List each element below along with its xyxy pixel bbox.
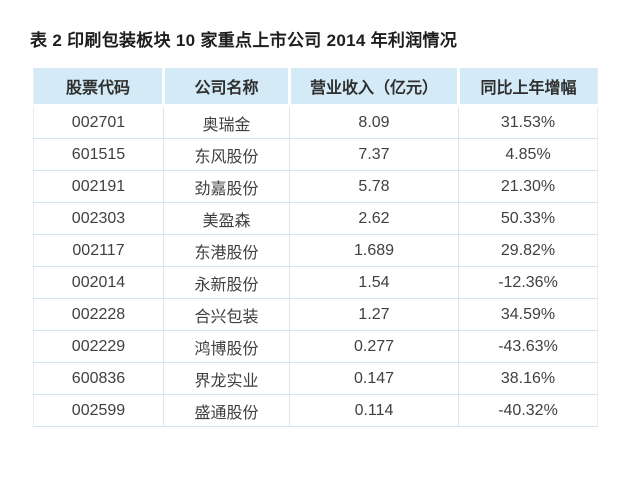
cell-company-name: 合兴包装 [163,298,290,331]
cell-stock-code: 002228 [33,298,164,331]
cell-stock-code: 601515 [33,138,164,171]
cell-revenue: 0.277 [289,330,459,363]
cell-company-name: 东风股份 [163,138,290,171]
cell-company-name: 界龙实业 [163,362,290,395]
table-row: 601515 东风股份 7.37 4.85% [33,138,598,171]
table-row: 002303 美盈森 2.62 50.33% [33,202,598,235]
table-row: 002014 永新股份 1.54 -12.36% [33,266,598,299]
cell-stock-code: 002229 [33,330,164,363]
cell-yoy-growth: 38.16% [458,362,598,395]
col-header-yoy-growth: 同比上年增幅 [457,68,598,107]
cell-company-name: 鸿博股份 [163,330,290,363]
table-caption: 表 2 印刷包装板块 10 家重点上市公司 2014 年利润情况 [30,31,458,50]
cell-yoy-growth: 21.30% [458,170,598,203]
cell-company-name: 美盈森 [163,202,290,235]
cell-stock-code: 002191 [33,170,164,203]
table-body: 002701 奥瑞金 8.09 31.53% 601515 东风股份 7.37 … [33,105,598,427]
cell-yoy-growth: 31.53% [458,105,598,139]
cell-company-name: 东港股份 [163,234,290,267]
cell-company-name: 永新股份 [163,266,290,299]
cell-yoy-growth: 29.82% [458,234,598,267]
table-row: 002599 盛通股份 0.114 -40.32% [33,394,598,427]
cell-revenue: 2.62 [289,202,459,235]
cell-yoy-growth: -40.32% [458,394,598,427]
cell-revenue: 8.09 [289,105,459,139]
table-row: 002229 鸿博股份 0.277 -43.63% [33,330,598,363]
cell-company-name: 奥瑞金 [163,105,290,139]
header-row: 股票代码 公司名称 营业收入（亿元） 同比上年增幅 [33,68,598,107]
table-row: 002117 东港股份 1.689 29.82% [33,234,598,267]
cell-stock-code: 002117 [33,234,164,267]
cell-yoy-growth: 34.59% [458,298,598,331]
cell-revenue: 0.114 [289,394,459,427]
col-header-revenue: 营业收入（亿元） [288,68,459,107]
cell-revenue: 0.147 [289,362,459,395]
table-row: 002228 合兴包装 1.27 34.59% [33,298,598,331]
cell-stock-code: 002701 [33,105,164,139]
cell-company-name: 盛通股份 [163,394,290,427]
cell-yoy-growth: 4.85% [458,138,598,171]
col-header-stock-code: 股票代码 [33,68,164,107]
cell-revenue: 5.78 [289,170,459,203]
table-header: 股票代码 公司名称 营业收入（亿元） 同比上年增幅 [33,68,598,107]
cell-revenue: 1.689 [289,234,459,267]
table-row: 002701 奥瑞金 8.09 31.53% [33,105,598,139]
cell-stock-code: 002599 [33,394,164,427]
cell-stock-code: 002303 [33,202,164,235]
col-header-company-name: 公司名称 [162,68,290,107]
cell-yoy-growth: 50.33% [458,202,598,235]
cell-stock-code: 600836 [33,362,164,395]
cell-stock-code: 002014 [33,266,164,299]
profit-table: 股票代码 公司名称 营业收入（亿元） 同比上年增幅 002701 奥瑞金 8.0… [33,68,598,427]
cell-revenue: 1.54 [289,266,459,299]
cell-yoy-growth: -43.63% [458,330,598,363]
cell-revenue: 1.27 [289,298,459,331]
cell-yoy-growth: -12.36% [458,266,598,299]
table-row: 600836 界龙实业 0.147 38.16% [33,362,598,395]
table-row: 002191 劲嘉股份 5.78 21.30% [33,170,598,203]
cell-company-name: 劲嘉股份 [163,170,290,203]
cell-revenue: 7.37 [289,138,459,171]
